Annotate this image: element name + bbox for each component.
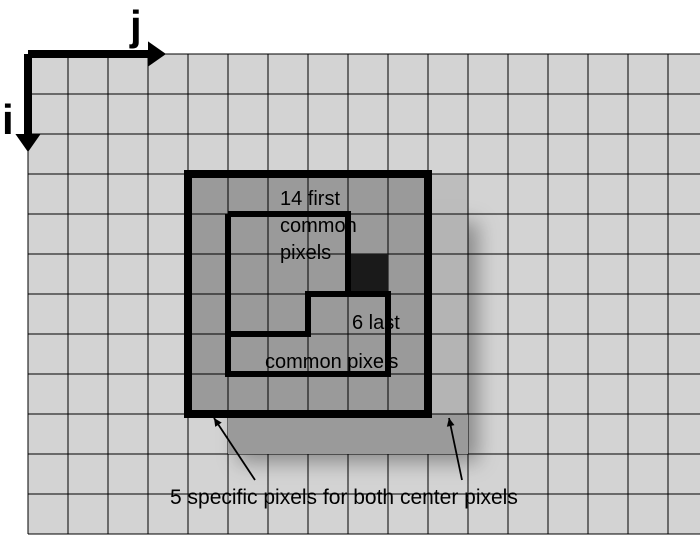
label-last-common-line2: common pixels: [265, 349, 398, 376]
caption-specific-pixels: 5 specific pixels for both center pixels: [170, 486, 518, 510]
diagram-svg: [0, 0, 700, 543]
axis-label-j: j: [130, 2, 142, 50]
label-first-common: 14 first common pixels: [280, 186, 357, 267]
axis-label-i: i: [2, 96, 14, 144]
label-last-common-line1: 6 last: [352, 310, 400, 337]
